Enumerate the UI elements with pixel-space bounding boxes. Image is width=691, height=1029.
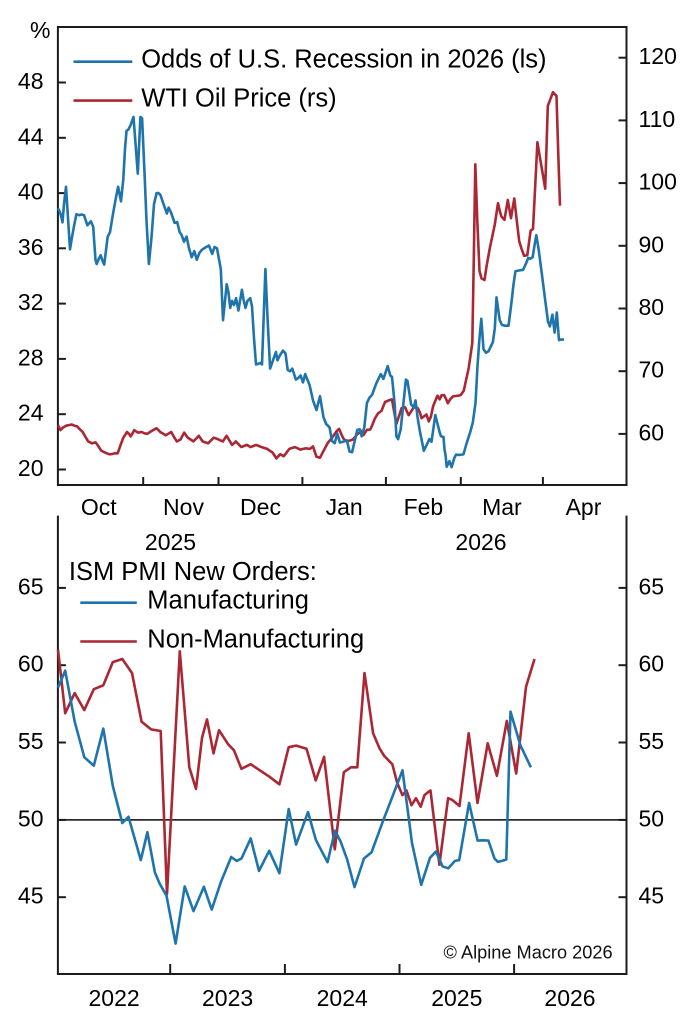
svg-text:2026: 2026 xyxy=(455,529,506,555)
svg-text:55: 55 xyxy=(18,728,44,754)
svg-text:WTI Oil Price (rs): WTI Oil Price (rs) xyxy=(141,84,336,112)
svg-text:Oct: Oct xyxy=(81,494,117,520)
svg-text:36: 36 xyxy=(18,234,44,260)
svg-text:44: 44 xyxy=(18,123,44,149)
svg-text:ISM PMI New Orders:: ISM PMI New Orders: xyxy=(69,558,317,586)
svg-text:2026: 2026 xyxy=(544,985,595,1011)
svg-text:70: 70 xyxy=(639,357,665,383)
svg-text:48: 48 xyxy=(18,68,44,94)
svg-text:60: 60 xyxy=(639,651,665,677)
svg-text:Jan: Jan xyxy=(326,494,363,520)
svg-text:Odds of U.S. Recession in 2026: Odds of U.S. Recession in 2026 (ls) xyxy=(141,46,546,74)
svg-text:2022: 2022 xyxy=(89,985,140,1011)
svg-text:80: 80 xyxy=(639,294,665,320)
svg-text:2025: 2025 xyxy=(431,985,482,1011)
svg-text:60: 60 xyxy=(639,419,665,445)
svg-text:Manufacturing: Manufacturing xyxy=(147,587,309,615)
svg-text:2023: 2023 xyxy=(202,985,253,1011)
svg-text:Non-Manufacturing: Non-Manufacturing xyxy=(147,625,364,653)
svg-text:90: 90 xyxy=(639,231,665,257)
svg-text:© Alpine Macro 2026: © Alpine Macro 2026 xyxy=(444,943,613,963)
svg-text:100: 100 xyxy=(639,169,677,195)
svg-text:24: 24 xyxy=(18,400,44,426)
svg-text:28: 28 xyxy=(18,344,44,370)
svg-text:65: 65 xyxy=(18,573,44,599)
svg-text:55: 55 xyxy=(639,728,665,754)
svg-text:50: 50 xyxy=(18,805,44,831)
svg-text:2024: 2024 xyxy=(317,985,368,1011)
svg-text:60: 60 xyxy=(18,651,44,677)
svg-text:65: 65 xyxy=(639,573,665,599)
svg-text:45: 45 xyxy=(18,883,44,909)
svg-text:2025: 2025 xyxy=(145,529,196,555)
svg-text:50: 50 xyxy=(639,805,665,831)
svg-text:20: 20 xyxy=(18,455,44,481)
svg-text:45: 45 xyxy=(639,883,665,909)
svg-text:Apr: Apr xyxy=(566,494,602,520)
svg-text:Nov: Nov xyxy=(163,494,204,520)
svg-text:Dec: Dec xyxy=(240,494,281,520)
svg-text:Feb: Feb xyxy=(404,494,444,520)
svg-text:Mar: Mar xyxy=(482,494,522,520)
svg-text:32: 32 xyxy=(18,289,44,315)
svg-text:120: 120 xyxy=(639,43,677,69)
svg-text:110: 110 xyxy=(639,106,676,132)
svg-text:40: 40 xyxy=(18,179,44,205)
svg-text:%: % xyxy=(30,17,50,43)
